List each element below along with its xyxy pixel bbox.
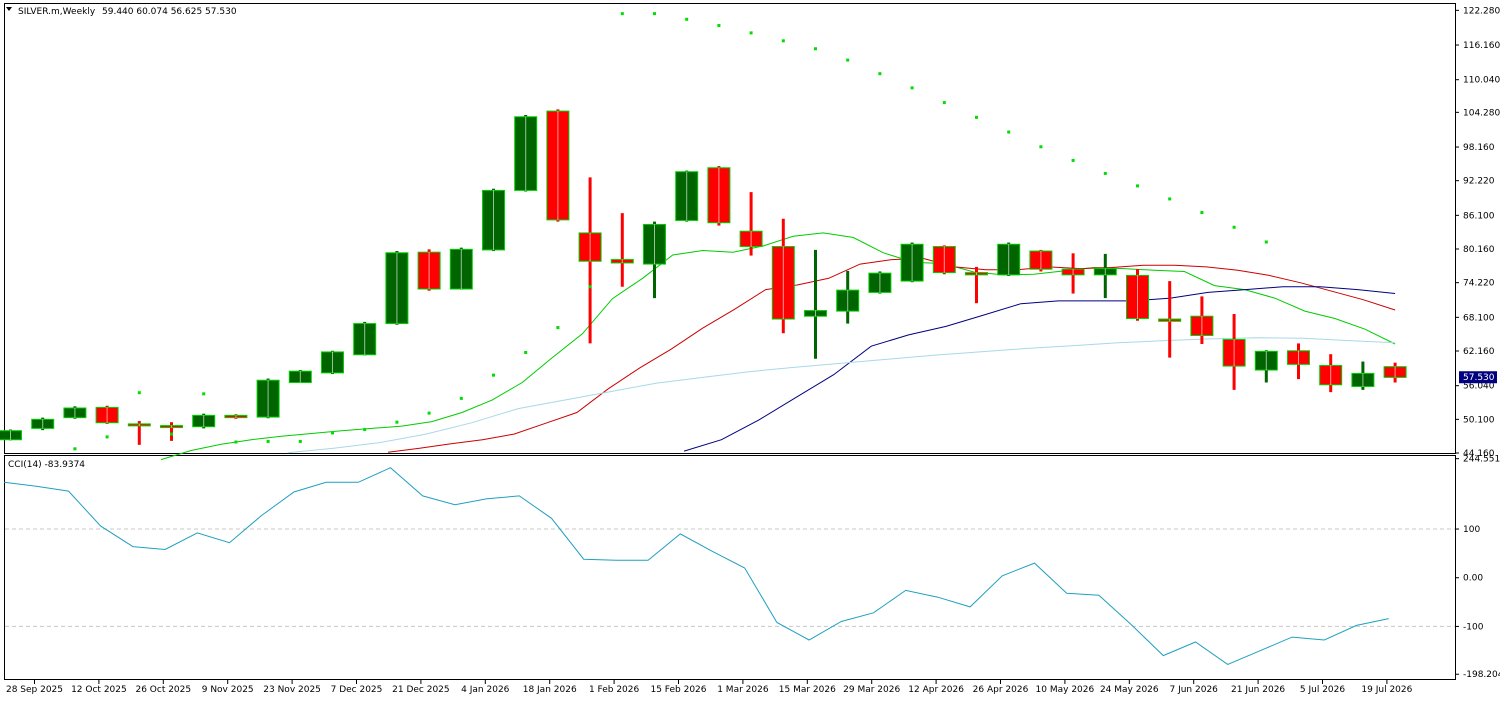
y-tick-label: 62.160 [1463,347,1495,357]
psar-dot [1103,171,1107,175]
y-tick-label: 92.220 [1463,177,1495,187]
psar-dot [556,326,560,330]
y-tick-label: 44.160 [1463,449,1495,459]
psar-dot [331,431,334,435]
ma-green-line [160,232,1396,461]
psar-dot [202,392,206,396]
y-tick-label: 98.160 [1463,143,1495,153]
psar-dot [942,101,946,105]
x-tick-label: 26 Oct 2025 [135,685,191,695]
psar-dot [1007,130,1011,134]
psar-dot [395,420,399,424]
ma-red-line [388,257,1396,453]
psar-dot [717,24,721,28]
psar-dot [170,432,173,436]
y-tick-label: 122.280 [1463,6,1500,16]
last-price-tag [1459,371,1497,384]
y-tick-label: 104.280 [1463,108,1500,118]
x-tick-label: 18 Jan 2026 [523,685,577,695]
psar-dot [492,373,495,377]
psar-dot [781,39,785,43]
psar-dot [363,428,367,432]
x-tick-label: 26 Apr 2026 [973,685,1029,695]
x-tick-label: 15 Feb 2026 [650,685,706,695]
psar-dot [620,12,624,16]
dropdown-arrow-icon[interactable] [6,7,12,11]
psar-dot [459,396,463,400]
x-tick-label: 7 Jun 2026 [1169,685,1218,695]
y-tick-label: 74.220 [1463,279,1495,289]
psar-dot [685,17,689,21]
x-tick-label: 19 Jul 2026 [1361,685,1412,695]
chart-header: SILVER.m,Weekly 59.440 60.074 56.625 57.… [6,7,237,17]
y-tick-label: 56.040 [1463,382,1495,392]
psar-dot [1264,240,1268,244]
x-tick-label: 28 Sep 2025 [6,685,63,695]
psar-dot [878,72,882,76]
last-price-label: 57.530 [1463,373,1495,383]
psar-dot [846,58,850,62]
cci-tick-label: 244.5512 [1463,455,1500,465]
y-tick-label: 50.100 [1463,415,1495,425]
ohlc-label: 59.440 60.074 56.625 57.530 [102,7,237,17]
x-tick-label: 5 Jul 2026 [1300,685,1345,695]
psar-dot [910,86,914,90]
cci-tick-label: 0.00 [1463,574,1483,584]
x-tick-label: 21 Dec 2025 [392,685,450,695]
x-tick-label: 12 Oct 2025 [71,685,127,695]
x-tick-label: 10 May 2026 [1036,685,1095,695]
x-tick-label: 12 Apr 2026 [908,685,964,695]
psar-dot [749,31,753,35]
x-tick-label: 21 Jun 2026 [1231,685,1285,695]
x-tick-label: 7 Dec 2025 [331,685,383,695]
y-tick-label: 110.040 [1463,76,1500,86]
psar-dot [975,115,978,119]
cci-line [4,467,1389,665]
psar-dot [588,285,592,289]
x-tick-label: 29 Mar 2026 [843,685,900,695]
psar-dot [73,447,77,451]
ma-navy-line [683,286,1396,452]
y-tick-label: 80.160 [1463,245,1495,255]
psar-dot [524,350,528,354]
x-tick-label: 4 Jan 2026 [461,685,509,695]
x-tick-label: 1 Mar 2026 [717,685,769,695]
cci-title: CCI(14) -83.9374 [8,460,85,470]
x-tick-label: 24 May 2026 [1100,685,1159,695]
x-tick-label: 1 Feb 2026 [589,685,640,695]
ma-lightblue-line [287,337,1396,454]
cci-pane-frame [4,455,1456,680]
cci-tick-label: -198.204 [1463,670,1500,680]
psar-dot [137,391,141,395]
psar-dot [298,439,302,443]
y-tick-label: 68.100 [1463,313,1495,323]
x-tick-label: 9 Nov 2025 [202,685,254,695]
psar-dot [266,439,270,443]
psar-dot [105,435,109,439]
x-tick-label: 15 Mar 2026 [779,685,836,695]
psar-dot [1071,158,1075,162]
psar-dot [234,440,238,444]
psar-dot [1232,225,1236,229]
psar-dot [427,411,431,415]
psar-dot [814,47,817,51]
cci-tick-label: 100 [1463,525,1480,535]
psar-dot [1168,197,1172,201]
x-tick-label: 23 Nov 2025 [263,685,321,695]
psar-dot [1136,184,1139,188]
psar-dot [1200,211,1204,215]
price-pane-frame [4,3,1456,454]
y-tick-label: 116.160 [1463,41,1500,51]
psar-dot [653,12,656,16]
y-tick-label: 86.100 [1463,211,1495,221]
cci-tick-label: -100 [1463,622,1484,632]
symbol-label: SILVER.m,Weekly [18,7,96,17]
psar-dot [1039,145,1043,149]
